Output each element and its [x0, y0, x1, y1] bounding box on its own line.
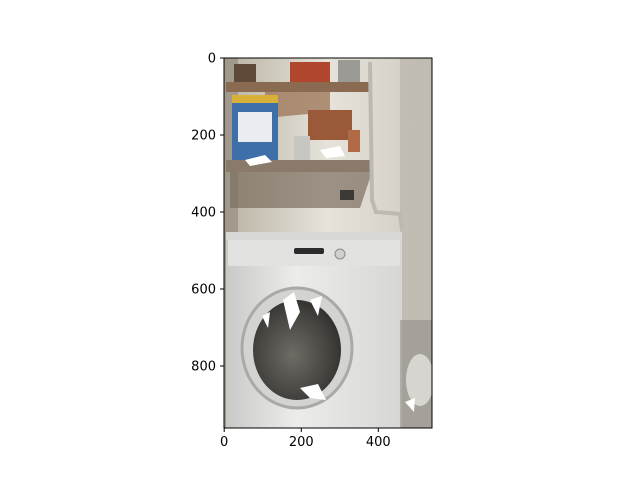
x-tick-label: 0	[220, 435, 228, 450]
y-tick-label: 400	[191, 206, 216, 221]
x-ticks	[223, 428, 379, 432]
shelf-item-top-left	[234, 64, 256, 82]
detergent-box-label	[238, 112, 272, 142]
shelf-artifact-white	[245, 155, 272, 166]
shelf-item-small-box	[348, 130, 360, 152]
drum-artifact-1	[283, 292, 300, 330]
y-ticks	[220, 57, 224, 367]
shelf-item-brown-box	[308, 110, 352, 140]
y-tick-label: 0	[208, 52, 216, 67]
shelf-item-top-jar	[338, 60, 360, 82]
y-tick-label: 600	[191, 283, 216, 298]
axes-frame	[223, 57, 433, 429]
wall-valve	[340, 190, 354, 200]
y-tick-label: 800	[191, 360, 216, 375]
program-dial	[334, 248, 346, 260]
drum-artifact-3	[300, 384, 326, 400]
shelf-item-bottle	[294, 136, 310, 160]
y-tick-label: 200	[191, 129, 216, 144]
control-display	[294, 248, 324, 254]
shelf-artifact-white-2	[320, 146, 345, 158]
drum-door-glass	[253, 300, 341, 400]
x-tick-label: 400	[366, 435, 391, 450]
shelf-item-top-box	[290, 62, 330, 82]
washing-machine-top	[226, 232, 402, 240]
photo-image	[224, 58, 432, 428]
upper-shelf	[226, 82, 372, 92]
wall-pipe	[368, 61, 404, 231]
floor-object	[406, 354, 432, 406]
drum-artifact-2	[310, 296, 322, 316]
drum-artifact-4	[262, 312, 270, 328]
x-tick-label: 200	[289, 435, 314, 450]
floor-artifact	[405, 398, 415, 412]
detergent-box-lid	[232, 95, 278, 103]
middle-shelf-bracket	[230, 172, 372, 208]
